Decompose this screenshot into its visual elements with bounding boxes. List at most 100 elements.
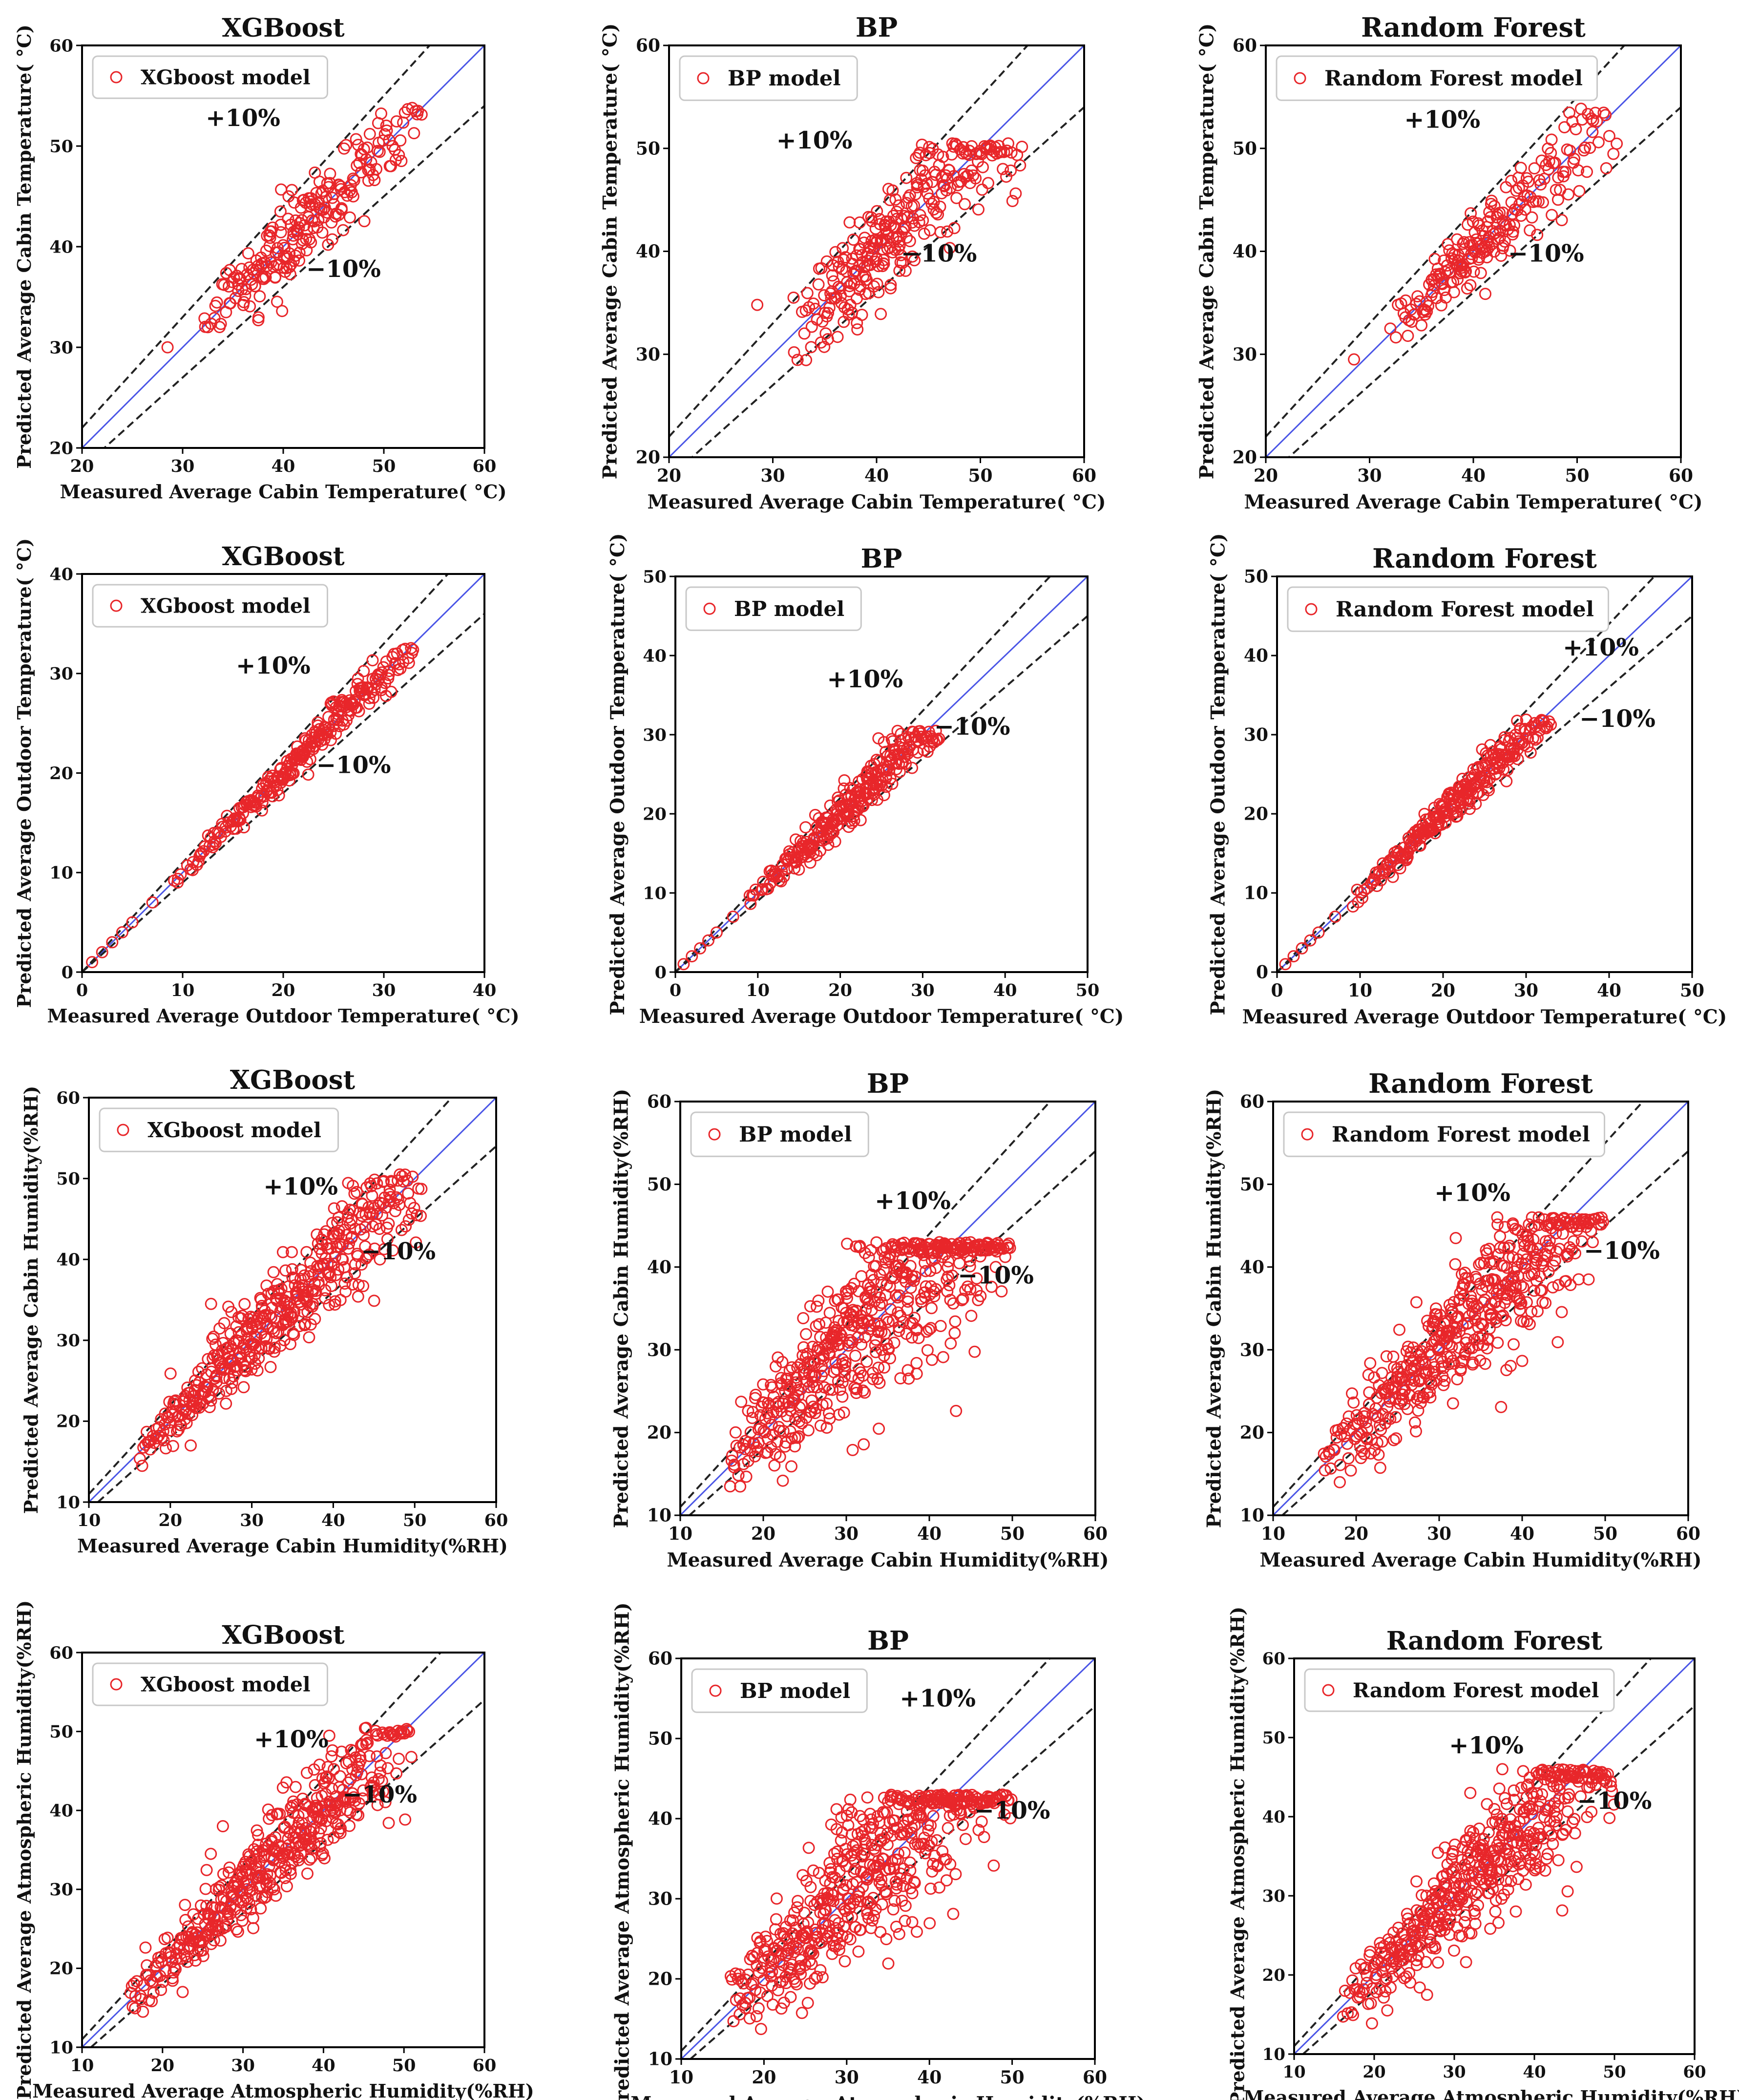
data-point xyxy=(1421,305,1433,318)
data-point xyxy=(1489,1905,1502,1918)
minus-10-annotation: −10% xyxy=(958,1261,1034,1290)
data-point xyxy=(1479,1358,1491,1370)
data-point xyxy=(871,205,883,217)
data-point xyxy=(335,1822,347,1835)
plus-10-annotation: +10% xyxy=(206,105,280,132)
data-point xyxy=(1394,862,1406,874)
data-point xyxy=(1440,291,1452,304)
data-point xyxy=(255,804,268,817)
data-point xyxy=(902,1795,915,1807)
data-point xyxy=(802,1916,815,1929)
data-point xyxy=(1555,214,1568,227)
data-point xyxy=(382,669,395,681)
y-tick-label: 40 xyxy=(49,564,73,584)
data-point xyxy=(164,1367,177,1380)
data-point xyxy=(1552,1279,1565,1292)
data-point xyxy=(1447,1845,1459,1858)
data-point xyxy=(263,1309,276,1321)
data-point xyxy=(1547,1780,1560,1792)
y-tick-label: 20 xyxy=(1244,804,1268,825)
data-point xyxy=(899,1914,911,1927)
x-tick-label: 20 xyxy=(751,1524,775,1544)
data-point xyxy=(1526,1808,1538,1820)
data-point xyxy=(1491,1218,1504,1231)
data-point xyxy=(1443,1929,1456,1941)
data-point xyxy=(353,705,365,718)
data-point xyxy=(788,1946,800,1958)
x-tick-label: 30 xyxy=(911,980,935,1000)
reference-lines xyxy=(669,45,1084,457)
data-point xyxy=(1555,1306,1568,1318)
data-point xyxy=(1526,1211,1538,1224)
data-point xyxy=(863,240,875,253)
data-point xyxy=(893,199,905,212)
data-point xyxy=(348,1188,361,1200)
y-tick-label: 10 xyxy=(647,1506,671,1526)
y-tick-label: 10 xyxy=(1244,883,1268,904)
data-point xyxy=(964,1283,977,1295)
data-point xyxy=(818,1365,830,1378)
plot-frame xyxy=(680,1657,1096,2060)
x-tick-label: 0 xyxy=(1271,980,1283,1001)
data-point xyxy=(137,2005,149,2018)
data-point xyxy=(1504,244,1516,257)
data-point xyxy=(247,1911,259,1924)
data-point xyxy=(798,327,811,340)
data-point xyxy=(253,290,266,303)
data-point xyxy=(1595,1218,1608,1231)
data-point xyxy=(1455,1862,1467,1875)
data-point xyxy=(346,1230,358,1243)
minus-10-line xyxy=(675,615,1088,972)
data-point xyxy=(870,1346,882,1358)
data-point xyxy=(309,1313,321,1325)
data-point xyxy=(746,1412,758,1424)
data-point xyxy=(1448,1944,1460,1957)
data-point xyxy=(300,1246,313,1258)
data-point xyxy=(944,1294,957,1306)
data-point xyxy=(853,216,866,229)
subplot-title: Random Forest xyxy=(1372,543,1597,574)
y-axis-label: Predicted Average Cabin Humidity(%RH) xyxy=(20,1086,42,1514)
data-point xyxy=(284,268,296,280)
data-point xyxy=(1334,1459,1346,1471)
data-point xyxy=(328,1763,340,1776)
y-tick-label: 20 xyxy=(636,447,660,468)
data-point xyxy=(196,1944,209,1956)
data-point xyxy=(781,1373,794,1385)
data-point xyxy=(747,1977,759,1990)
data-point xyxy=(834,282,847,295)
minus-10-line xyxy=(691,106,1084,457)
data-point xyxy=(910,1367,923,1380)
data-point xyxy=(1527,732,1539,744)
plus-10-line xyxy=(89,1098,453,1495)
data-point xyxy=(1459,266,1471,279)
data-point xyxy=(807,1948,819,1960)
data-point xyxy=(839,251,852,264)
data-point xyxy=(811,1300,823,1313)
data-point xyxy=(1346,1387,1358,1400)
data-point xyxy=(1522,1234,1534,1247)
data-point xyxy=(195,847,208,859)
data-point xyxy=(1498,1821,1510,1834)
x-tick-label: 60 xyxy=(1083,1524,1108,1544)
y-axis-label: Predicted Average Outdoor Temperature( °… xyxy=(1207,533,1229,1016)
legend-label: BP model xyxy=(728,66,841,91)
data-point xyxy=(750,2010,763,2022)
data-point xyxy=(1582,1273,1595,1286)
data-point xyxy=(1403,1967,1416,1979)
data-point xyxy=(355,166,367,179)
data-point xyxy=(1360,1416,1372,1429)
data-point xyxy=(1432,1846,1444,1859)
x-tick-label: 20 xyxy=(1431,980,1455,1001)
data-point xyxy=(1531,731,1544,744)
data-point xyxy=(970,1272,983,1285)
data-point xyxy=(770,1360,782,1373)
data-point xyxy=(387,1197,400,1209)
data-point xyxy=(347,1204,359,1217)
data-point xyxy=(851,323,864,336)
data-point xyxy=(759,1412,772,1425)
y-tick-label: 40 xyxy=(636,241,660,262)
data-point xyxy=(340,139,353,151)
